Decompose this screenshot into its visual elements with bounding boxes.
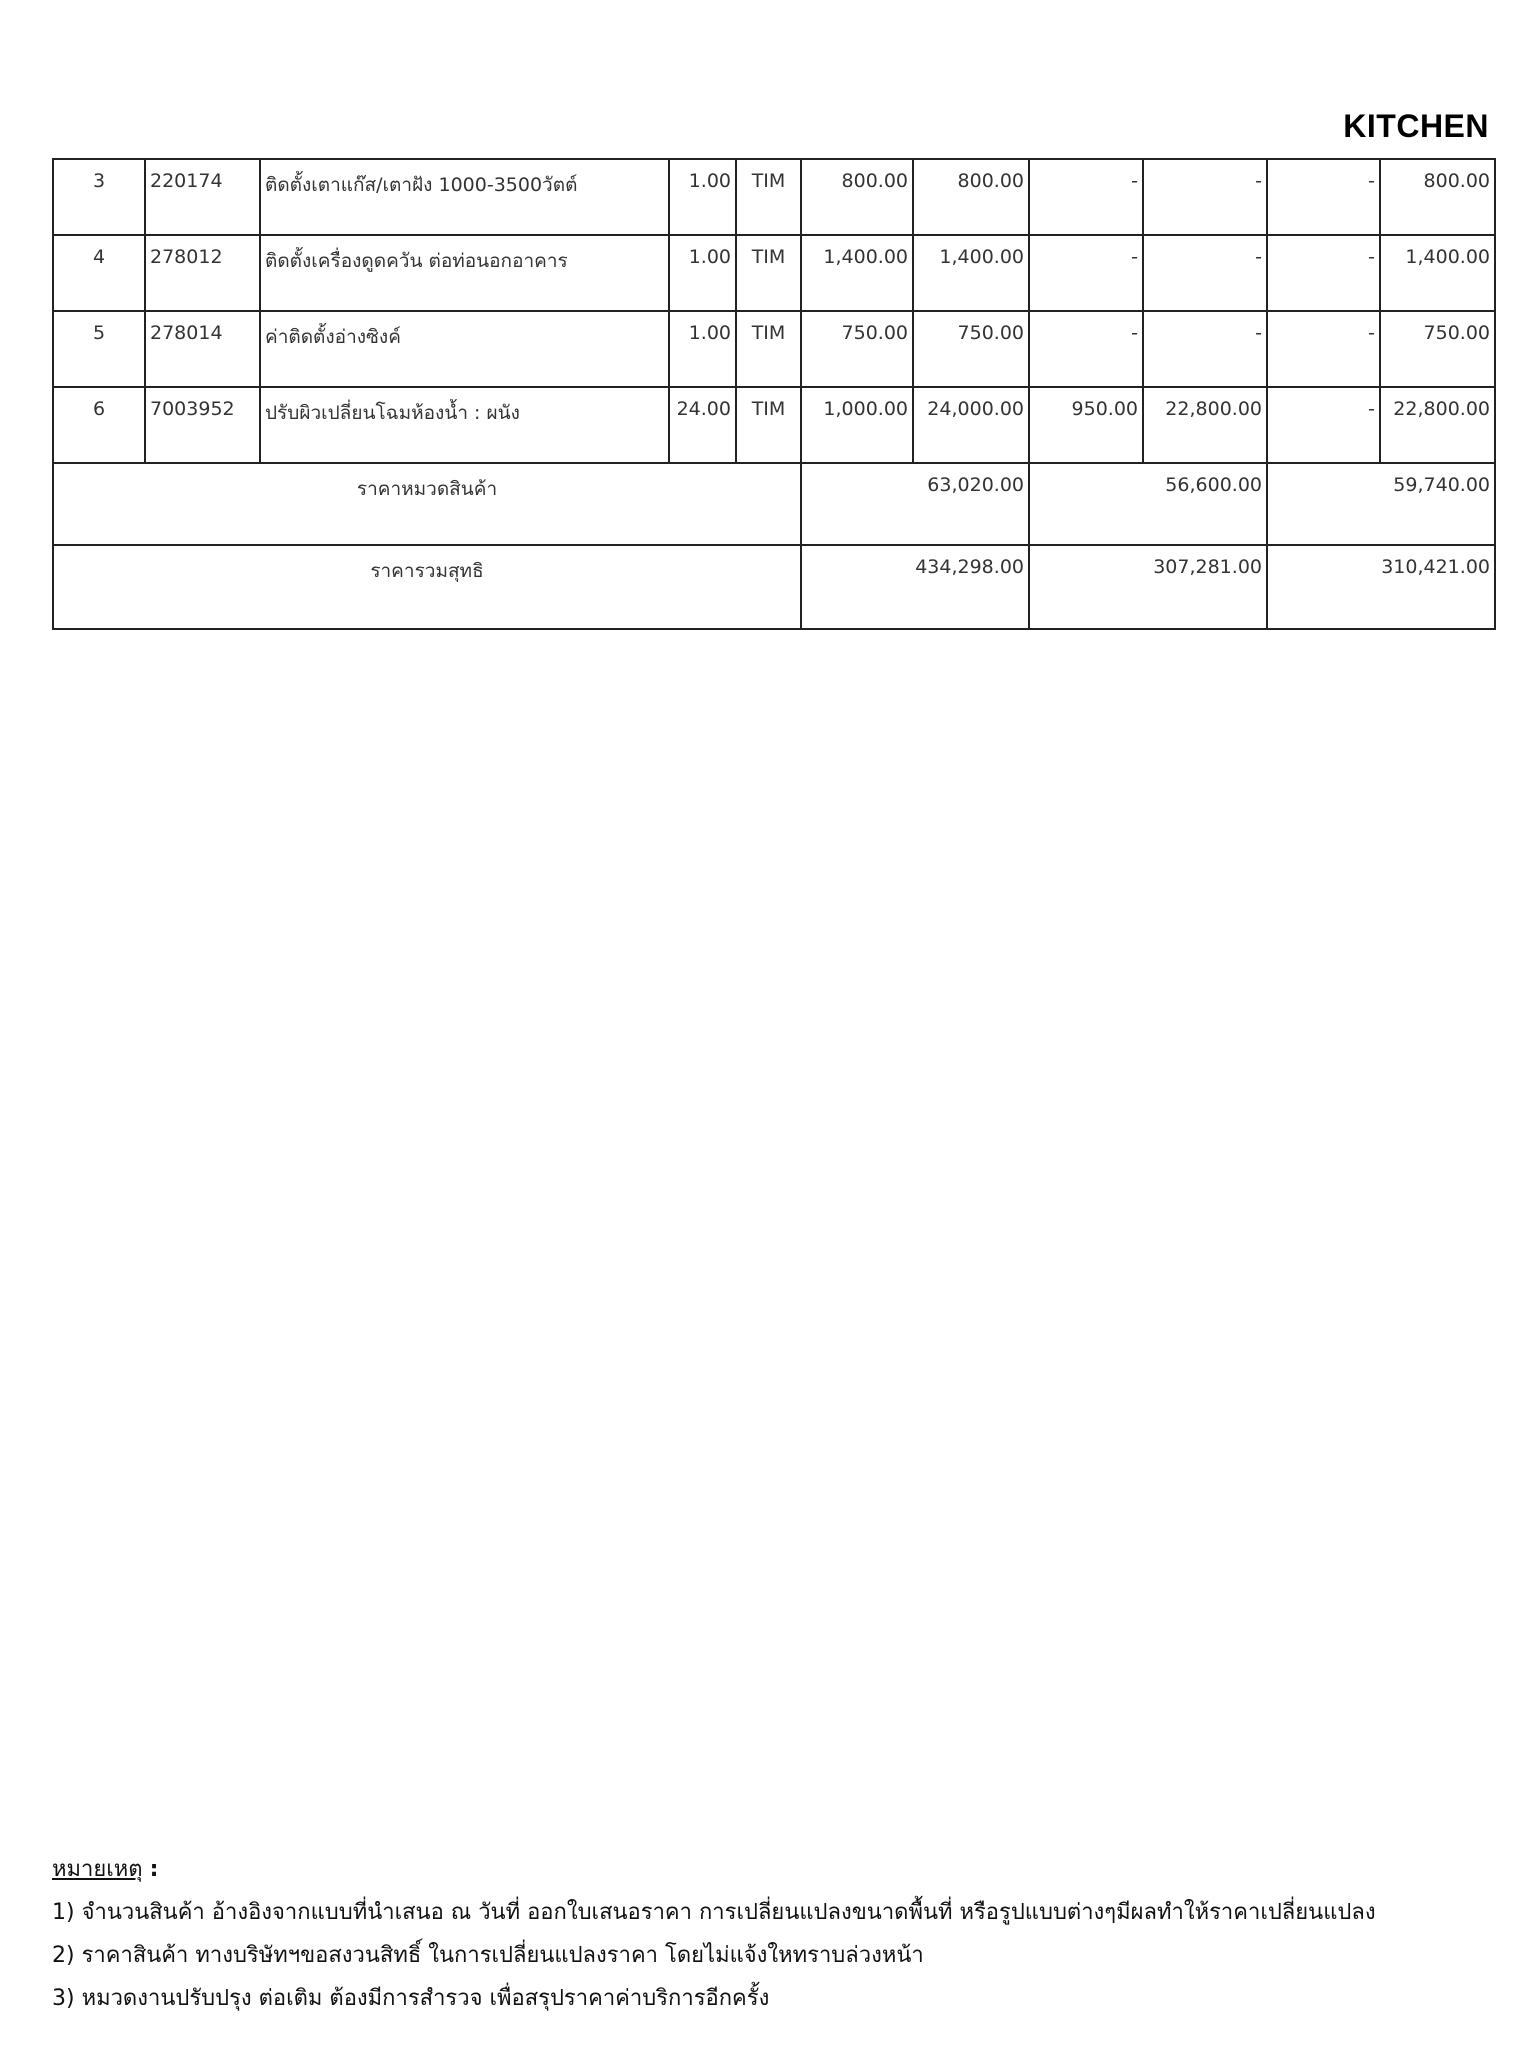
- cell-qty: 1.00: [668, 158, 737, 236]
- cell-desc: ติดตั้งเตาแก๊ส/เตาฝัง 1000-3500วัตต์: [259, 158, 670, 236]
- subtotal-row: ราคาหมวดสินค้า 63,020.00 56,600.00 59,74…: [52, 462, 1496, 546]
- cell-extra: -: [1266, 234, 1381, 312]
- cell-desc: ค่าติดตั้งอ่างซิงค์: [259, 310, 670, 388]
- cell-total: 750.00: [1379, 310, 1496, 388]
- table-row: 4 278012 ติดตั้งเครื่องดูดควัน ต่อท่อนอกอา…: [52, 234, 1496, 312]
- notes-colon: :: [149, 1857, 159, 1882]
- grand-total-value-3: 310,421.00: [1266, 544, 1496, 630]
- cell-code: 7003952: [144, 386, 261, 464]
- cell-unit: TIM: [735, 310, 802, 388]
- grand-total-row: ราคารวมสุทธิ 434,298.00 307,281.00 310,4…: [52, 544, 1496, 630]
- table-row: 3 220174 ติดตั้งเตาแก๊ส/เตาฝัง 1000-3500วั…: [52, 158, 1496, 236]
- cell-qty: 1.00: [668, 234, 737, 312]
- cell-extra: -: [1266, 386, 1381, 464]
- subtotal-label: ราคาหมวดสินค้า: [52, 462, 802, 546]
- grand-total-label: ราคารวมสุทธิ: [52, 544, 802, 630]
- cell-amount: 800.00: [912, 158, 1030, 236]
- cell-total: 22,800.00: [1379, 386, 1496, 464]
- note-item: 2) ราคาสินค้า ทางบริษัทฯขอสงวนสิทธิ์ ในก…: [52, 1943, 924, 1968]
- cell-disc-price: -: [1028, 158, 1144, 236]
- cell-disc-price: -: [1028, 234, 1144, 312]
- cell-extra: -: [1266, 310, 1381, 388]
- cell-total: 800.00: [1379, 158, 1496, 236]
- cell-disc-price: -: [1028, 310, 1144, 388]
- cell-disc-amount: -: [1142, 158, 1268, 236]
- cell-price: 1,400.00: [800, 234, 914, 312]
- cell-qty: 24.00: [668, 386, 737, 464]
- grand-total-value-2: 307,281.00: [1028, 544, 1268, 630]
- cell-no: 5: [52, 310, 146, 388]
- subtotal-value-3: 59,740.00: [1266, 462, 1496, 546]
- cell-price: 750.00: [800, 310, 914, 388]
- quotation-table: 3 220174 ติดตั้งเตาแก๊ส/เตาฝัง 1000-3500วั…: [52, 158, 1496, 630]
- cell-extra: -: [1266, 158, 1381, 236]
- cell-amount: 1,400.00: [912, 234, 1030, 312]
- cell-no: 3: [52, 158, 146, 236]
- cell-no: 4: [52, 234, 146, 312]
- cell-qty: 1.00: [668, 310, 737, 388]
- subtotal-value-2: 56,600.00: [1028, 462, 1268, 546]
- notes-section: หมายเหตุ : 1) จำนวนสินค้า อ้างอิงจากแบบท…: [52, 1848, 1376, 2020]
- cell-code: 278012: [144, 234, 261, 312]
- cell-desc: ติดตั้งเครื่องดูดควัน ต่อท่อนอกอาคาร: [259, 234, 670, 312]
- section-title: KITCHEN: [1343, 108, 1489, 144]
- table-row: 6 7003952 ปรับผิวเปลี่ยนโฉมห้องน้ำ : ผนัง 2…: [52, 386, 1496, 464]
- cell-disc-amount: 22,800.00: [1142, 386, 1268, 464]
- table-row: 5 278014 ค่าติดตั้งอ่างซิงค์ 1.00 TIM 750.00 7…: [52, 310, 1496, 388]
- cell-unit: TIM: [735, 234, 802, 312]
- cell-code: 220174: [144, 158, 261, 236]
- cell-no: 6: [52, 386, 146, 464]
- notes-heading: หมายเหตุ: [52, 1857, 143, 1882]
- cell-unit: TIM: [735, 386, 802, 464]
- grand-total-value-1: 434,298.00: [800, 544, 1030, 630]
- subtotal-value-1: 63,020.00: [800, 462, 1030, 546]
- cell-disc-amount: -: [1142, 234, 1268, 312]
- cell-amount: 24,000.00: [912, 386, 1030, 464]
- cell-code: 278014: [144, 310, 261, 388]
- note-item: 3) หมวดงานปรับปรุง ต่อเติม ต้องมีการสำรว…: [52, 1986, 770, 2011]
- cell-price: 800.00: [800, 158, 914, 236]
- cell-total: 1,400.00: [1379, 234, 1496, 312]
- cell-disc-amount: -: [1142, 310, 1268, 388]
- cell-unit: TIM: [735, 158, 802, 236]
- note-item: 1) จำนวนสินค้า อ้างอิงจากแบบที่นำเสนอ ณ …: [52, 1900, 1376, 1925]
- cell-disc-price: 950.00: [1028, 386, 1144, 464]
- cell-desc: ปรับผิวเปลี่ยนโฉมห้องน้ำ : ผนัง: [259, 386, 670, 464]
- cell-amount: 750.00: [912, 310, 1030, 388]
- cell-price: 1,000.00: [800, 386, 914, 464]
